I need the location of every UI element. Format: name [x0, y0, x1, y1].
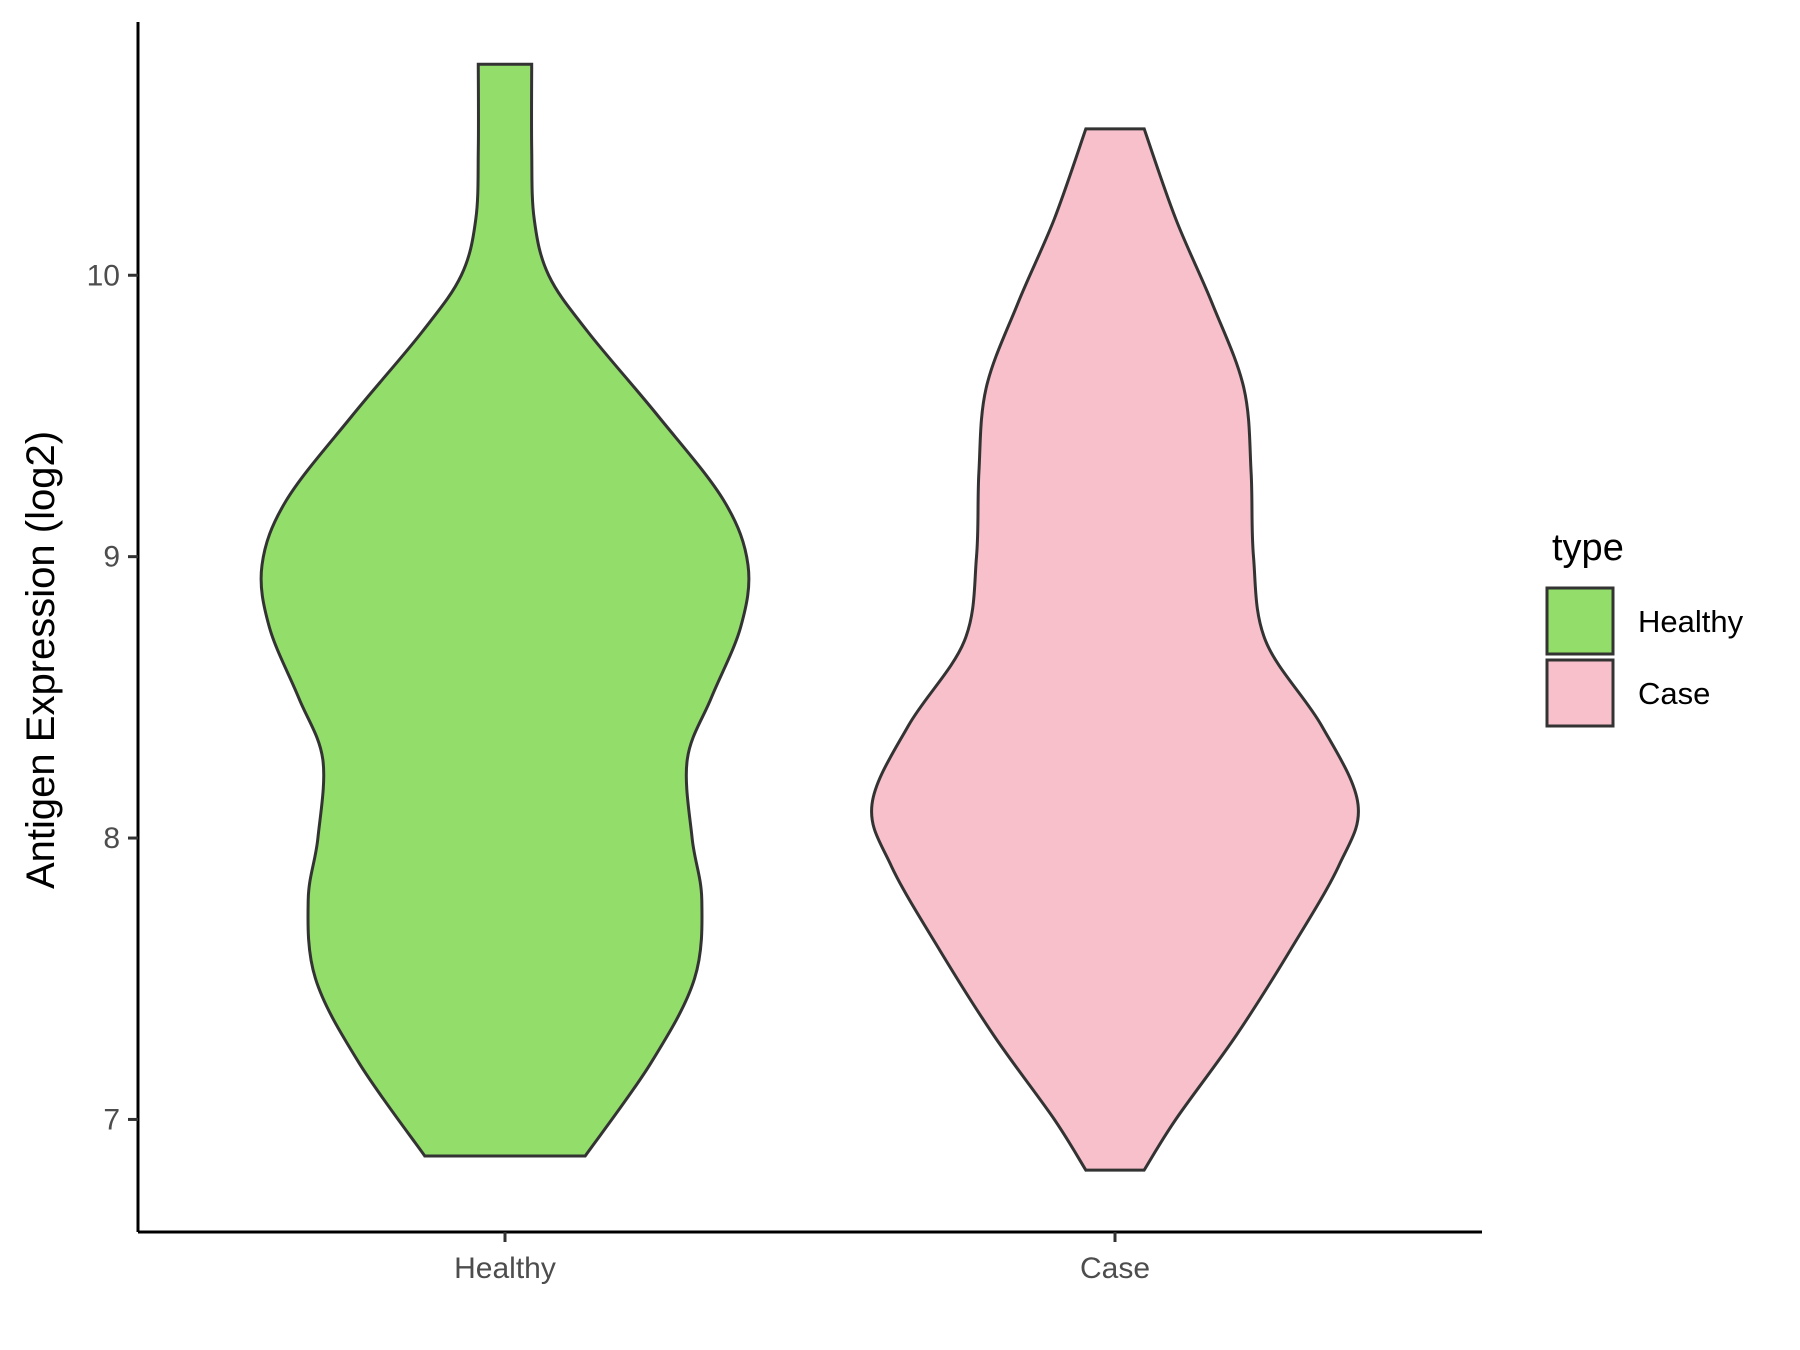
- y-tick-label: 7: [103, 1103, 120, 1136]
- y-ticks: 7 8 9 10: [87, 259, 138, 1136]
- x-tick-label: Case: [1080, 1252, 1150, 1285]
- y-tick-label: 10: [87, 259, 120, 292]
- x-tick-label: Healthy: [454, 1252, 556, 1285]
- y-tick-label: 9: [103, 541, 120, 574]
- x-ticks: Healthy Case: [454, 1232, 1150, 1285]
- violin-layer: [259, 62, 1360, 1172]
- legend-label-healthy: Healthy: [1638, 604, 1744, 639]
- y-tick-label: 8: [103, 822, 120, 855]
- legend-key-healthy: [1545, 586, 1615, 656]
- legend-title: type: [1552, 527, 1624, 569]
- legend: type Healthy Case: [1545, 527, 1744, 728]
- legend-label-case: Case: [1638, 676, 1710, 711]
- y-axis-title: Antigen Expression (log2): [19, 431, 63, 889]
- legend-key-case: [1545, 658, 1615, 728]
- legend-entries: Healthy Case: [1545, 586, 1744, 728]
- violin-case: [870, 127, 1360, 1172]
- violin-healthy: [259, 62, 751, 1158]
